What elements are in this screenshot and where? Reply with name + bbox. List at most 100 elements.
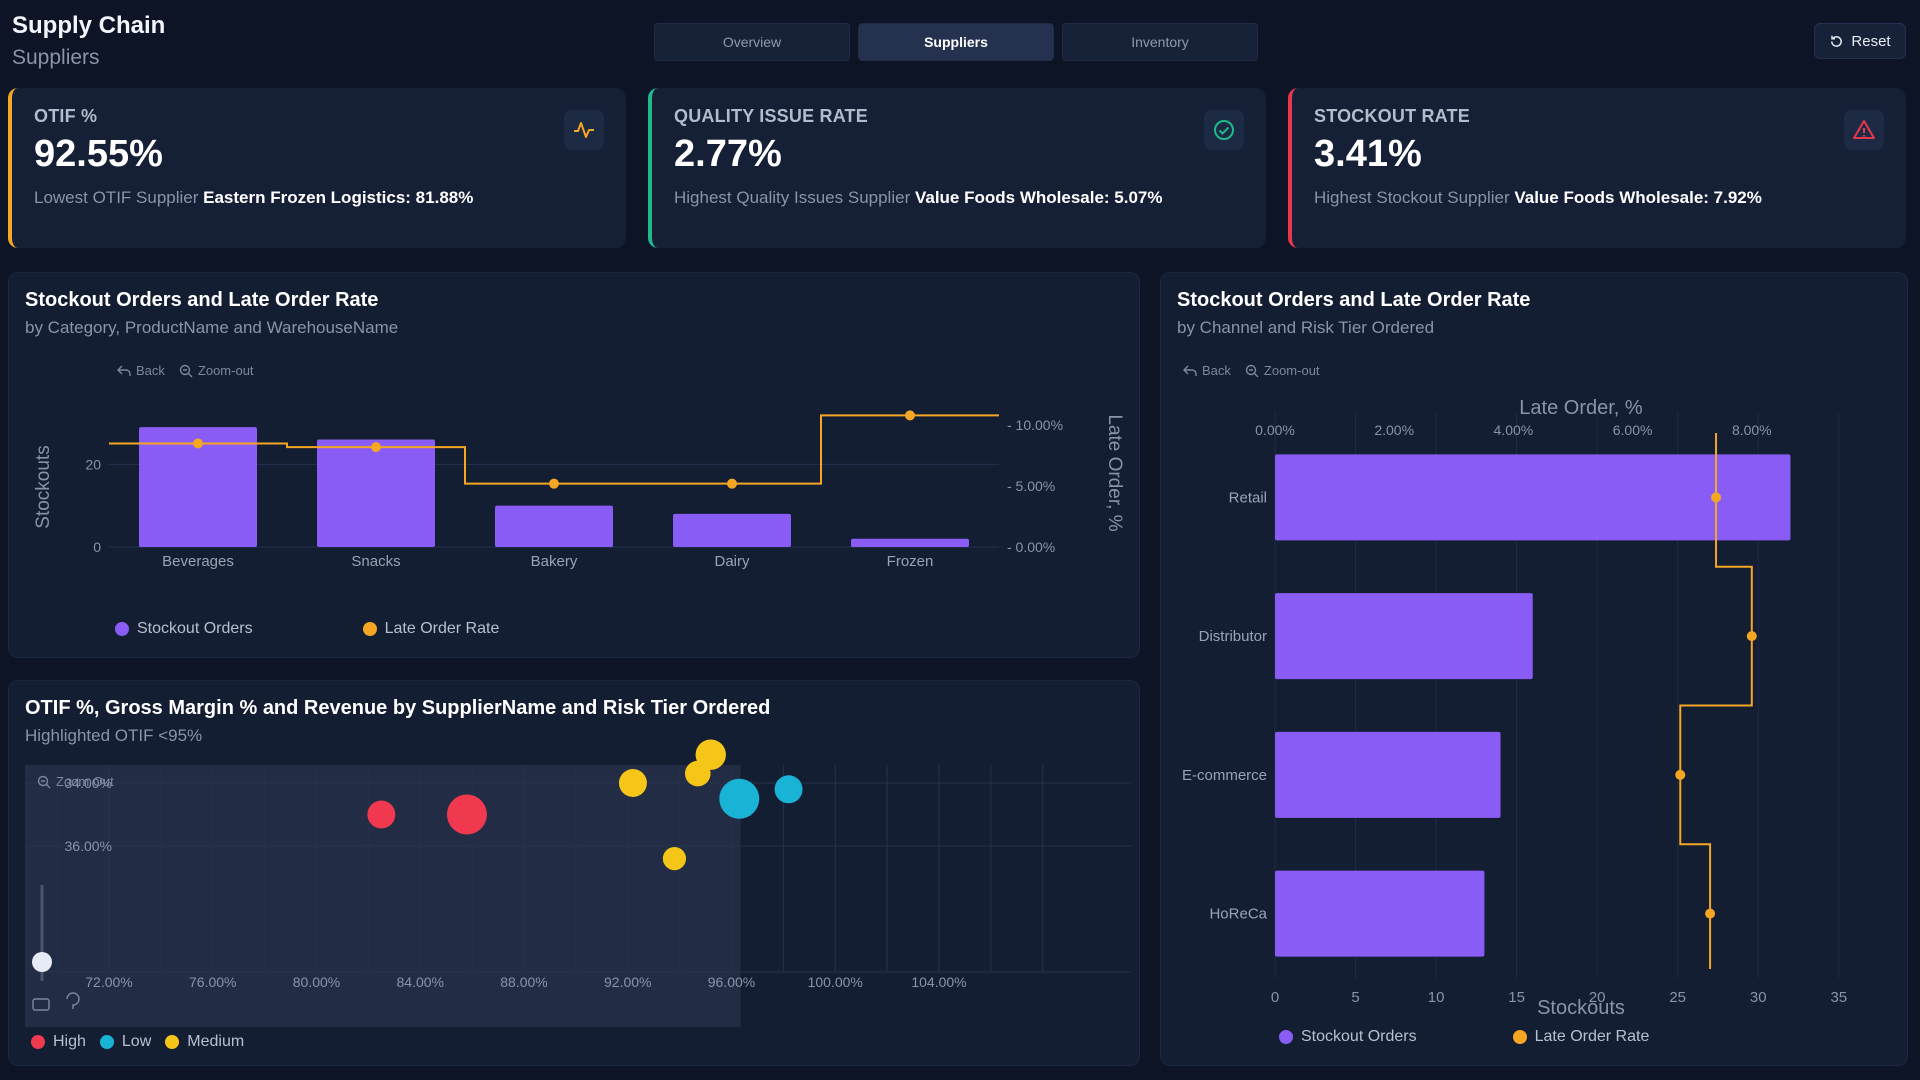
scatter-point-high (446, 794, 487, 835)
x-tick-label: Snacks (351, 553, 400, 570)
back-label: Back (136, 363, 165, 378)
panel-channel-chart: Stockout Orders and Late Order Rate by C… (1160, 272, 1908, 1066)
y2-tick-label: - 10.00% (1007, 417, 1063, 433)
lasso-icon (66, 992, 80, 1009)
back-label: Back (1202, 363, 1231, 378)
legend-label: Low (121, 1033, 152, 1050)
x-tick-label: Frozen (887, 553, 934, 570)
tab-suppliers[interactable]: Suppliers (858, 23, 1054, 61)
page-subtitle: Suppliers (12, 46, 100, 69)
bar (495, 505, 613, 547)
kpi-note-prefix: Lowest OTIF Supplier (34, 188, 199, 207)
x-tick-label: 88.00% (500, 974, 547, 990)
legend-item-stockout[interactable]: Stockout Orders (1279, 1028, 1417, 1046)
check-circle-icon (1204, 110, 1244, 150)
kpi-note-value: Value Foods Wholesale: 5.07% (914, 188, 1163, 207)
legend-item-medium[interactable]: Medium (165, 1033, 244, 1051)
zoom-out-button[interactable]: Zoom Out (37, 774, 114, 789)
back-button[interactable]: Back (1183, 363, 1231, 378)
nav-tabs: Overview Suppliers Inventory (654, 23, 1258, 61)
legend-swatch (31, 1035, 45, 1049)
back-arrow-icon (1183, 365, 1197, 376)
y-tick-label: 34.00% (65, 775, 112, 791)
zoom-out-icon (1245, 364, 1259, 377)
late-order-point (371, 442, 381, 453)
bar (673, 513, 791, 547)
scatter-point-medium (695, 739, 726, 770)
legend-swatch (115, 622, 129, 636)
bar (1275, 593, 1533, 680)
x-tick-label: Dairy (714, 553, 750, 570)
kpi-value: 3.41% (1314, 133, 1422, 175)
late-order-point (1675, 769, 1686, 780)
x-tick-label: 84.00% (397, 974, 444, 990)
x-tick-label: 92.00% (604, 974, 651, 990)
y2-tick-label: - 5.00% (1007, 478, 1055, 494)
scatter-point-medium (618, 769, 647, 797)
x-tick-label: 25 (1669, 989, 1686, 1006)
scatter-point-medium (662, 847, 687, 871)
y-tick-label: HoReCa (1209, 906, 1267, 923)
kpi-label: STOCKOUT RATE (1314, 106, 1470, 126)
legend-item-late[interactable]: Late Order Rate (1512, 1028, 1650, 1046)
x-tick-label: 30 (1750, 989, 1767, 1006)
kpi-note-prefix: Highest Stockout Supplier (1314, 188, 1510, 207)
zoom-slider-handle (32, 952, 52, 972)
x-tick-label: 35 (1830, 989, 1847, 1006)
y-tick-label: 36.00% (65, 838, 112, 854)
late-order-line (1679, 433, 1753, 969)
x-tick-label: 72.00% (85, 974, 132, 990)
kpi-value: 92.55% (34, 133, 163, 175)
zoom-out-label: Zoom Out (56, 774, 114, 789)
legend-item-stockout[interactable]: Stockout Orders (115, 620, 253, 638)
zoom-out-icon (37, 775, 51, 788)
x2-tick-label: 2.00% (1374, 422, 1414, 438)
panel-subtitle: Highlighted OTIF <95% (25, 726, 203, 745)
kpi-label: OTIF % (34, 106, 98, 126)
kpi-note-value: Value Foods Wholesale: 7.92% (1514, 188, 1762, 207)
tab-inventory[interactable]: Inventory (1062, 23, 1258, 61)
kpi-note: Lowest OTIF Supplier Eastern Frozen Logi… (34, 188, 604, 208)
x-tick-label: 20 (1589, 989, 1606, 1006)
x-tick-label: 5 (1351, 989, 1359, 1006)
warning-icon (1844, 110, 1884, 150)
back-button[interactable]: Back (117, 363, 165, 378)
legend-item-late[interactable]: Late Order Rate (362, 620, 499, 638)
y-tick-label: 20 (85, 456, 101, 472)
app-title: Supply Chain (12, 12, 166, 39)
legend-swatch (362, 622, 377, 636)
zoom-out-label: Zoom-out (197, 363, 254, 378)
y-tick-label: E-commerce (1182, 767, 1267, 784)
zoom-out-button[interactable]: Zoom-out (179, 363, 254, 378)
reset-button[interactable]: Reset (1814, 23, 1906, 59)
channel-chart: 0 5 10 15 20 25 30 35 0.00% 2.00% 4.00% 6.00% 8.00% L… (1182, 397, 1847, 1019)
x-tick-label: 104.00% (911, 974, 966, 990)
panel-scatter-chart: OTIF %, Gross Margin % and Revenue by Su… (8, 680, 1140, 1066)
x2-axis-label: Late Order, % (1519, 397, 1643, 419)
legend-label: Stockout Orders (1301, 1028, 1417, 1045)
bar (1275, 731, 1501, 818)
scatter-point-low (774, 775, 803, 804)
legend-swatch (1279, 1030, 1293, 1044)
kpi-note: Highest Stockout Supplier Value Foods Wh… (1314, 188, 1884, 208)
late-order-point (1746, 631, 1757, 642)
late-order-point (549, 478, 559, 489)
kpi-card-quality: QUALITY ISSUE RATE 2.77% Highest Quality… (648, 88, 1266, 248)
y-tick-label: 0 (93, 539, 101, 555)
legend-swatch (1512, 1030, 1527, 1044)
x-tick-label: 10 (1428, 989, 1445, 1006)
zoom-out-button[interactable]: Zoom-out (1245, 363, 1320, 378)
bar (1275, 454, 1791, 541)
bar (317, 439, 435, 547)
image-icon (32, 998, 50, 1011)
late-order-point (1705, 908, 1716, 919)
tab-overview[interactable]: Overview (654, 23, 850, 61)
legend-label: Late Order Rate (1534, 1028, 1650, 1045)
kpi-value: 2.77% (674, 133, 782, 175)
kpi-note-value: Eastern Frozen Logistics: 81.88% (203, 188, 474, 207)
y-axis-label: Stockouts (33, 445, 54, 528)
legend-item-low[interactable]: Low (99, 1033, 152, 1051)
legend-item-high[interactable]: High (31, 1033, 86, 1051)
panel-category-chart: Stockout Orders and Late Order Rate by C… (8, 272, 1140, 658)
panel-title: Stockout Orders and Late Order Rate (25, 289, 379, 311)
